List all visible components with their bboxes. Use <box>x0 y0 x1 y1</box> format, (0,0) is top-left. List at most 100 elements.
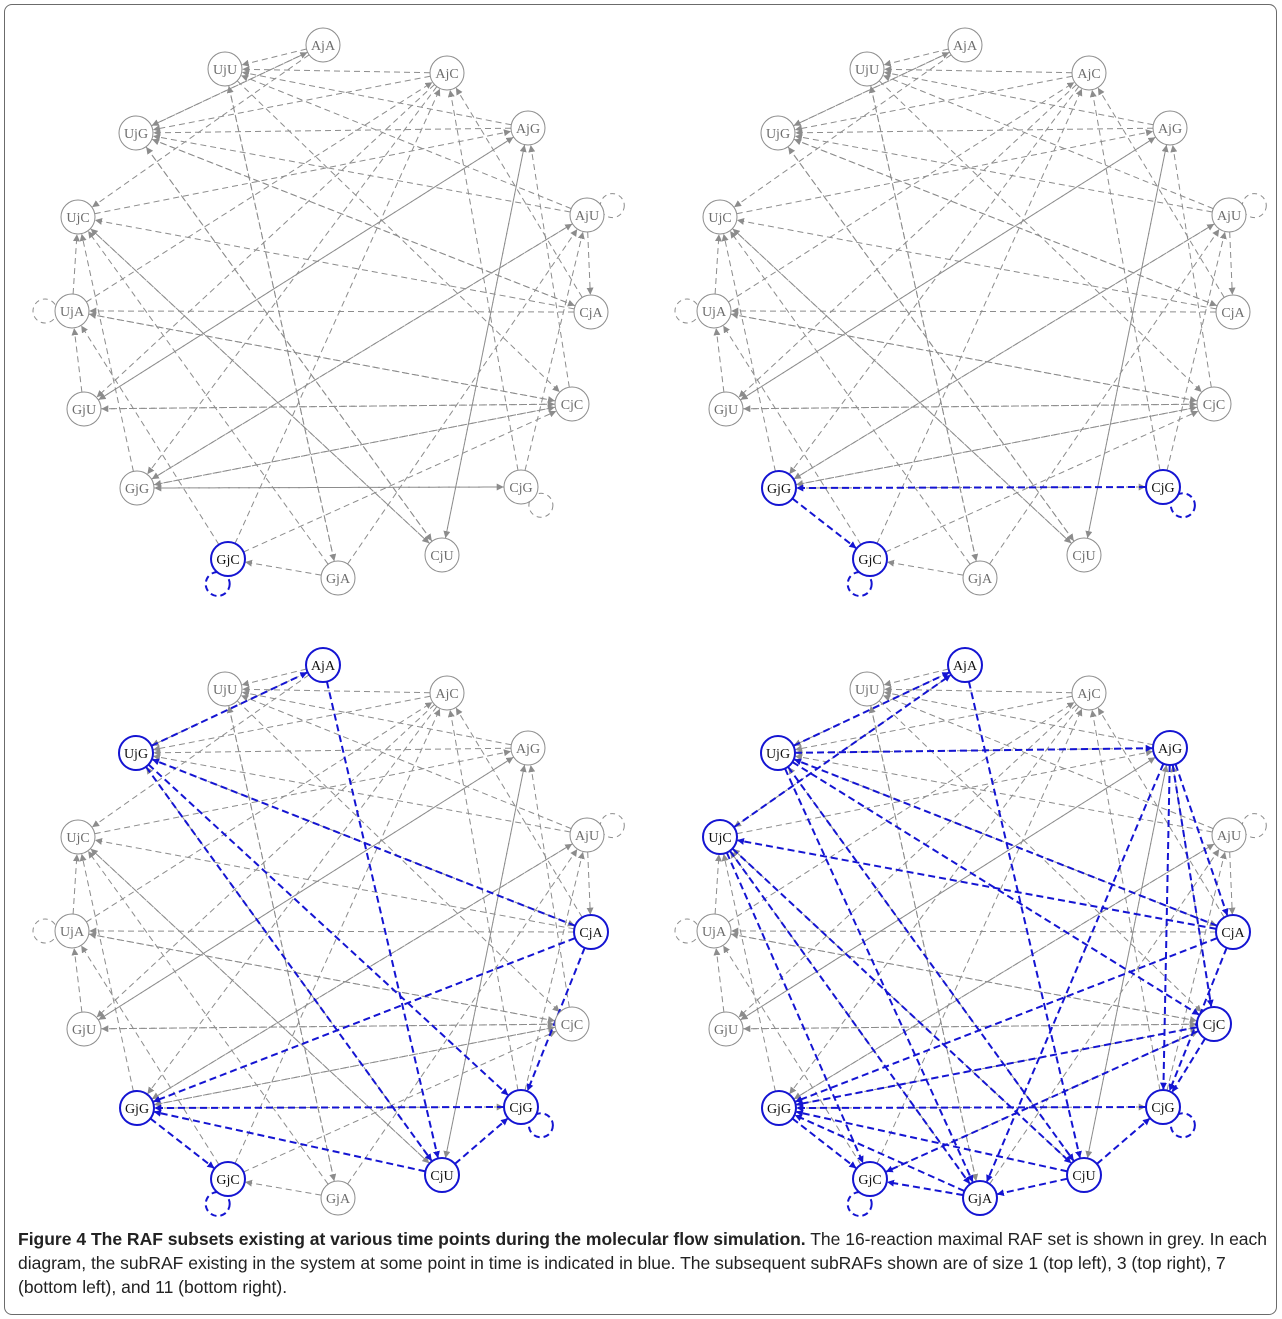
grey-edge-CjC-AjG <box>1170 145 1212 388</box>
grey-edge-CjC-GjU <box>743 1023 1198 1033</box>
node-label: CjA <box>1221 926 1245 941</box>
node-GjU: GjU <box>66 391 102 427</box>
grey-edge-CjA-UjG <box>152 138 576 307</box>
grey-edge-AjU-CjA <box>586 231 594 295</box>
grey-edge-GjA-GjC <box>887 559 964 576</box>
grey-edge-CjA-AjC <box>1097 707 1225 918</box>
node-GjC: GjC <box>210 1161 246 1197</box>
grey-edge-UjA-CjC <box>88 313 555 403</box>
grey-edge-CjU-AjG <box>1086 144 1169 539</box>
grey-self-loop-UjA <box>674 298 700 324</box>
node-CjU: CjU <box>1066 1157 1102 1193</box>
grey-edge-GjG-CjC <box>153 1025 555 1106</box>
node-GjA: GjA <box>320 560 356 596</box>
node-GjC: GjC <box>852 541 888 577</box>
network-panel-bottom-left: AjA AjC AjG AjU CjA CjC CjG CjU GjA GjC GjG GjU UjA U… <box>32 647 625 1217</box>
figure-title: The RAF subsets existing at various time… <box>90 1229 806 1249</box>
grey-edge-UjA-CjC <box>730 933 1197 1023</box>
grey-edge-UjA-UjC <box>72 854 80 915</box>
grey-edge-GjG-UjC <box>721 853 776 1092</box>
grey-edge-AjC-UjU <box>884 685 1073 694</box>
node-GjG: GjG <box>761 1090 797 1126</box>
node-CjG: CjG <box>503 1089 539 1125</box>
node-label: AjC <box>435 687 458 702</box>
node-label: CjU <box>430 549 453 564</box>
grey-edge-GjG-UjC <box>79 853 134 1092</box>
grey-edge-CjA-UjC <box>95 838 575 930</box>
grey-edge-UjU-CjC <box>236 80 560 392</box>
node-label: AjG <box>1158 742 1182 757</box>
grey-edge-GjC-UjA <box>723 945 862 1165</box>
node-label: AjG <box>1158 122 1182 137</box>
grey-edge-AjC-GjG <box>789 706 1080 1095</box>
grey-edge-CjA-UjC <box>737 218 1217 310</box>
blue-edge-CjA-GjG <box>795 937 1218 1103</box>
grey-edge-AjC-GjG <box>147 86 438 475</box>
node-AjA: AjA <box>947 27 983 63</box>
grey-edge-CjG-AjC <box>447 710 519 1091</box>
blue-edge-UjG-AjA <box>792 671 950 747</box>
grey-edge-AjC-GjU <box>738 84 1077 398</box>
grey-edge-UjC-AjG <box>94 749 511 835</box>
grey-edge-CjC-UjA <box>89 932 556 1022</box>
node-AjC: AjC <box>429 675 465 711</box>
grey-edge-GjG-AjU <box>151 223 573 480</box>
node-label: CjU <box>430 1169 453 1184</box>
node-label: CjA <box>579 926 603 941</box>
node-CjU: CjU <box>1066 537 1102 573</box>
node-AjC: AjC <box>1071 675 1107 711</box>
grey-edge-CjG-AjC <box>1089 90 1161 471</box>
node-label: GjU <box>72 403 96 418</box>
grey-edge-AjA-UjU <box>241 668 307 687</box>
grey-edge-AjG-GjU <box>740 756 1156 1020</box>
grey-edge-CjG-AjU <box>524 231 585 471</box>
grey-edge-CjA-UjA <box>731 927 1217 935</box>
node-UjC: UjC <box>702 199 738 235</box>
node-label: AjU <box>575 209 599 224</box>
grey-edge-CjA-AjC <box>455 707 583 918</box>
node-CjU: CjU <box>424 1157 460 1193</box>
node-label: GjG <box>125 1102 149 1117</box>
node-label: AjU <box>1217 829 1241 844</box>
node-AjG: AjG <box>1152 730 1188 766</box>
node-AjC: AjC <box>429 55 465 91</box>
node-GjC: GjC <box>852 1161 888 1197</box>
node-GjC: GjC <box>210 541 246 577</box>
grey-self-loop-UjA <box>32 298 58 324</box>
node-AjU: AjU <box>569 197 605 233</box>
node-label: UjC <box>66 831 89 846</box>
grey-edge-CjC-GjU <box>101 403 556 413</box>
grey-self-loop-CjG <box>528 492 554 518</box>
grey-edge-GjG-AjU <box>793 843 1215 1100</box>
node-label: UjU <box>213 683 237 698</box>
blue-edge-UjG-AjG <box>794 744 1153 754</box>
figure-caption-body: The 16-reaction maximal RAF set is shown… <box>18 1229 1268 1297</box>
node-label: AjA <box>953 39 978 54</box>
blue-edge-CjA-CjG <box>526 947 586 1091</box>
node-label: UjA <box>60 925 85 940</box>
grey-edge-GjG-CjG <box>153 483 504 491</box>
blue-edge-CjA-CjG <box>1168 947 1228 1091</box>
grey-edge-UjG-CjU <box>145 146 432 541</box>
grey-edge-GjU-UjA <box>713 328 725 393</box>
blue-edge-CjC-GjG <box>796 1026 1198 1107</box>
node-label: UjA <box>60 305 85 320</box>
node-label: AjC <box>1077 67 1100 82</box>
node-CjA: CjA <box>1215 914 1251 950</box>
node-label: GjG <box>767 1102 791 1117</box>
node-label: CjC <box>1203 1018 1226 1033</box>
node-CjA: CjA <box>573 294 609 330</box>
grey-edge-AjG-GjU <box>740 136 1156 400</box>
node-label: AjG <box>516 742 540 757</box>
blue-edge-GjA-GjC <box>887 1179 964 1197</box>
node-label: AjA <box>953 659 978 674</box>
blue-edge-GjG-GjC <box>149 1117 215 1169</box>
blue-self-loop-GjC <box>846 571 873 597</box>
network-panel-bottom-right: AjA AjC AjG AjU CjA CjC CjG CjU GjA GjC GjG GjU UjA U… <box>674 647 1267 1217</box>
grey-edge-GjA-AjU <box>347 849 578 1185</box>
node-GjG: GjG <box>119 470 155 506</box>
grey-edge-GjA-AjU <box>989 849 1220 1185</box>
node-label: GjG <box>125 482 149 497</box>
grey-edge-AjA-UjU <box>241 48 307 67</box>
grey-edge-CjC-AjG <box>528 765 570 1008</box>
